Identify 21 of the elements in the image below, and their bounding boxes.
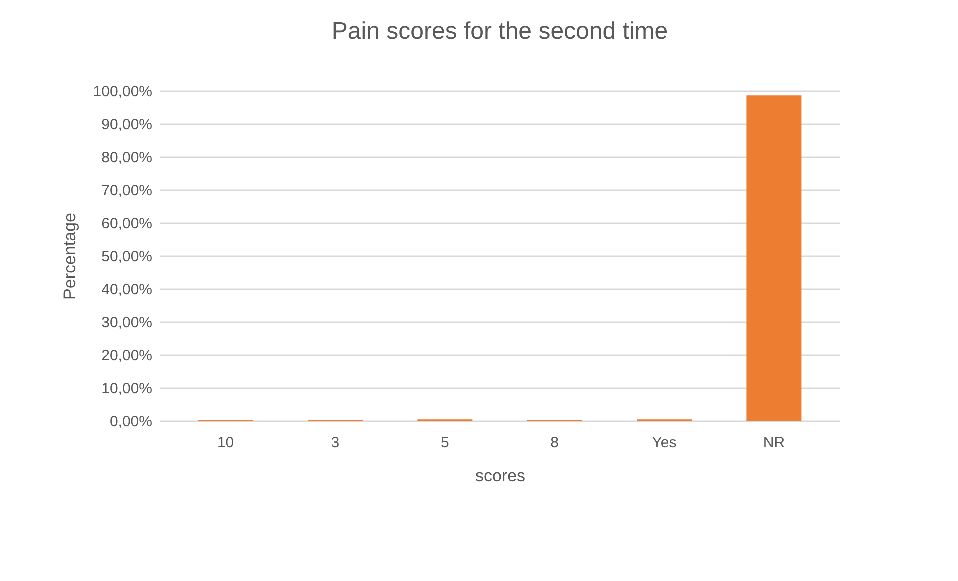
y-tick-label: 0,00% xyxy=(110,414,152,430)
x-tick-label: 8 xyxy=(550,434,560,452)
x-axis-title: scores xyxy=(475,466,526,486)
y-axis-title: Percentage xyxy=(60,213,80,300)
y-tick-label: 60,00% xyxy=(102,216,152,232)
bar xyxy=(746,96,802,421)
x-tick-label: 3 xyxy=(331,434,340,452)
y-tick-label: 90,00% xyxy=(102,116,152,134)
x-tick-label: 5 xyxy=(440,434,450,452)
y-tick-label: 70,00% xyxy=(102,182,152,200)
y-tick-label: 100,00% xyxy=(93,84,152,100)
y-tick-label: 10,00% xyxy=(102,380,152,398)
x-tick-label: 10 xyxy=(217,434,234,452)
y-tick-label: 20,00% xyxy=(102,348,152,364)
chart-title: Pain scores for the second time xyxy=(332,18,668,45)
y-tick-label: 50,00% xyxy=(102,248,152,266)
x-tick-label: Yes xyxy=(652,434,677,452)
y-tick-label: 30,00% xyxy=(102,314,152,332)
x-tick-label: NR xyxy=(763,434,786,452)
y-tick-label: 80,00% xyxy=(102,150,152,166)
y-tick-label: 40,00% xyxy=(102,282,152,298)
